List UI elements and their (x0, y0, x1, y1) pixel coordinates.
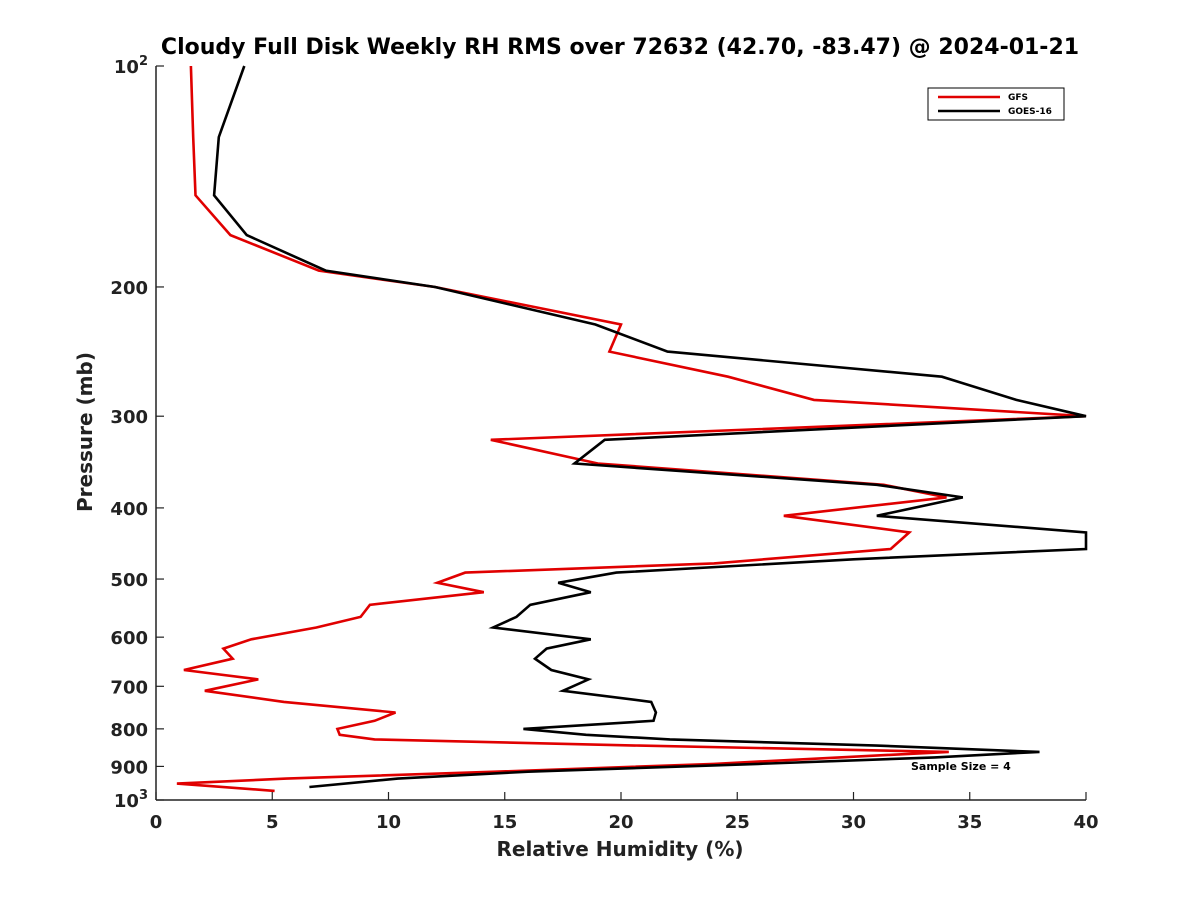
y-tick-label: 800 (110, 720, 148, 741)
x-tick-label: 20 (608, 812, 633, 833)
x-axis-label: Relative Humidity (%) (496, 837, 743, 861)
y-tick-label: 400 (110, 499, 148, 520)
series-line-gfs (176, 65, 1087, 793)
chart-title: Cloudy Full Disk Weekly RH RMS over 7263… (161, 35, 1079, 60)
x-tick-label: 35 (957, 812, 982, 833)
series-line-goes-16 (212, 65, 1088, 789)
x-tick-label: 5 (266, 812, 279, 833)
y-tick-label: 700 (110, 677, 148, 698)
x-tick-label: 0 (150, 812, 163, 833)
y-tick-label: 102 (114, 54, 148, 78)
x-tick-label: 40 (1073, 812, 1098, 833)
y-tick-label: 600 (110, 628, 148, 649)
y-tick-label: 200 (110, 278, 148, 299)
x-tick-label: 15 (492, 812, 517, 833)
y-tick-label: 300 (110, 407, 148, 428)
sample-size-annotation: Sample Size = 4 (911, 760, 1011, 773)
y-tick-label: 500 (110, 570, 148, 591)
y-tick-label: 900 (110, 757, 148, 778)
legend-box (927, 87, 1065, 121)
axes-layer: 0 5 10 15 20 25 30 35 40 102 200 300 400 500 600 700 800… (110, 54, 1098, 833)
legend-entry-label: GOES-16 (1008, 107, 1052, 117)
legend: GFS GOES-16 (927, 87, 1065, 121)
y-axis-label: Pressure (mb) (73, 352, 97, 512)
y-tick-label: 103 (114, 788, 148, 812)
x-tick-label: 30 (841, 812, 866, 833)
series-layer (176, 65, 1088, 793)
legend-entry-label: GFS (1008, 93, 1028, 103)
x-tick-label: 10 (376, 812, 401, 833)
x-tick-label: 25 (725, 812, 750, 833)
